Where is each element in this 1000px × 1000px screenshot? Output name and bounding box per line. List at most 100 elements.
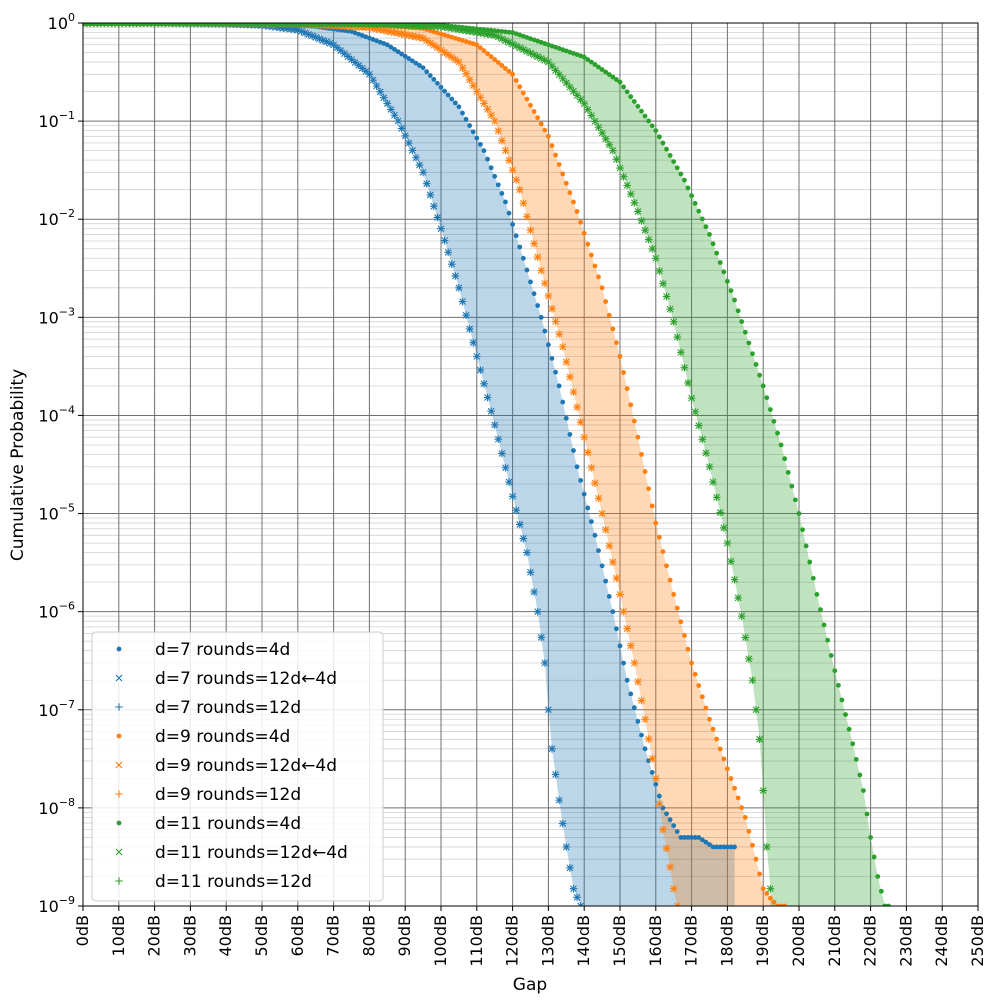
- data-point: [531, 109, 537, 114]
- data-point: [417, 63, 422, 68]
- data-point: [467, 123, 473, 128]
- data-point: [680, 363, 689, 372]
- data-point: [574, 209, 580, 214]
- data-point: [455, 283, 463, 292]
- data-point: [480, 380, 488, 388]
- data-point: [541, 56, 549, 65]
- data-point: [684, 379, 692, 387]
- data-point: [648, 245, 657, 253]
- data-point: [667, 152, 673, 158]
- data-point: [703, 839, 709, 845]
- data-point: [585, 241, 591, 247]
- data-point: [662, 844, 671, 853]
- data-point: [621, 370, 626, 375]
- y-axis-label: Cumulative Probability: [8, 369, 28, 561]
- data-point: [621, 84, 626, 90]
- data-point: [555, 70, 563, 79]
- data-point: [498, 136, 506, 145]
- data-point: [503, 29, 508, 35]
- data-point: [728, 776, 734, 781]
- data-point: [447, 24, 456, 33]
- data-point: [673, 333, 682, 341]
- data-point: [548, 62, 556, 71]
- data-point: [567, 432, 573, 437]
- data-point: [685, 646, 691, 652]
- data-point: [598, 509, 606, 518]
- data-point: [671, 823, 677, 829]
- data-point: [753, 362, 759, 367]
- legend-marker: [115, 674, 123, 682]
- data-point: [634, 677, 642, 686]
- data-point: [614, 77, 619, 82]
- data-point: [601, 135, 610, 143]
- data-point: [617, 79, 623, 85]
- x-tick-label: 190dB: [753, 915, 772, 967]
- data-point: [875, 874, 881, 879]
- x-tick-label: 70dB: [324, 915, 343, 957]
- data-point: [495, 60, 501, 65]
- data-point: [603, 69, 609, 75]
- data-point: [426, 191, 435, 199]
- legend-marker: [116, 646, 122, 652]
- data-point: [745, 655, 753, 663]
- data-point: [705, 462, 714, 471]
- data-point: [775, 903, 780, 906]
- data-point: [664, 146, 669, 152]
- data-point: [399, 51, 405, 57]
- data-point: [742, 329, 748, 335]
- data-point: [569, 388, 578, 396]
- data-point: [660, 549, 666, 554]
- data-point: [556, 383, 562, 389]
- data-point: [671, 591, 677, 597]
- data-point: [782, 456, 788, 462]
- x-tick-label: 30dB: [180, 915, 199, 957]
- data-point: [728, 844, 734, 850]
- data-point: [853, 757, 859, 762]
- data-point: [515, 520, 524, 529]
- data-point: [712, 493, 721, 502]
- data-point: [630, 198, 639, 207]
- data-point: [649, 770, 655, 775]
- data-point: [630, 659, 639, 667]
- data-point: [562, 358, 571, 366]
- data-point: [646, 758, 652, 764]
- data-point: [583, 105, 592, 114]
- legend-item: d=11 rounds=12d: [115, 872, 312, 892]
- y-tick-label: 10−8: [38, 796, 75, 818]
- data-point: [487, 30, 495, 39]
- data-point: [628, 691, 634, 697]
- data-point: [512, 42, 520, 50]
- data-point: [637, 217, 646, 225]
- x-axis-ticks: 0dB 10dB 20dB 30dB 40dB 50dB 60dB 70dB 80dB 90dB 1…: [73, 906, 987, 967]
- data-point: [508, 40, 517, 48]
- x-tick-label: 20dB: [145, 915, 164, 957]
- data-point: [644, 735, 653, 743]
- x-tick-label: 120dB: [503, 915, 522, 967]
- x-tick-label: 140dB: [574, 915, 593, 967]
- x-tick-label: 240dB: [932, 915, 951, 967]
- data-point: [519, 45, 528, 54]
- data-point: [707, 716, 712, 722]
- data-point: [637, 696, 646, 705]
- legend-marker: [116, 820, 122, 826]
- data-point: [469, 338, 478, 347]
- data-point: [556, 162, 562, 167]
- legend-label: d=7 rounds=12d←4d: [155, 669, 337, 689]
- data-point: [538, 121, 544, 127]
- data-point: [631, 705, 637, 711]
- data-point: [520, 90, 526, 96]
- data-point: [678, 619, 684, 625]
- data-point: [667, 577, 673, 583]
- data-point: [762, 843, 771, 851]
- legend-marker: [115, 877, 123, 885]
- data-point: [566, 83, 574, 91]
- data-point: [807, 559, 813, 565]
- data-point: [717, 746, 723, 752]
- data-point: [649, 123, 655, 129]
- data-point: [750, 351, 755, 357]
- data-point: [624, 386, 630, 392]
- data-point: [793, 497, 798, 503]
- data-point: [408, 32, 417, 40]
- data-point: [642, 746, 648, 752]
